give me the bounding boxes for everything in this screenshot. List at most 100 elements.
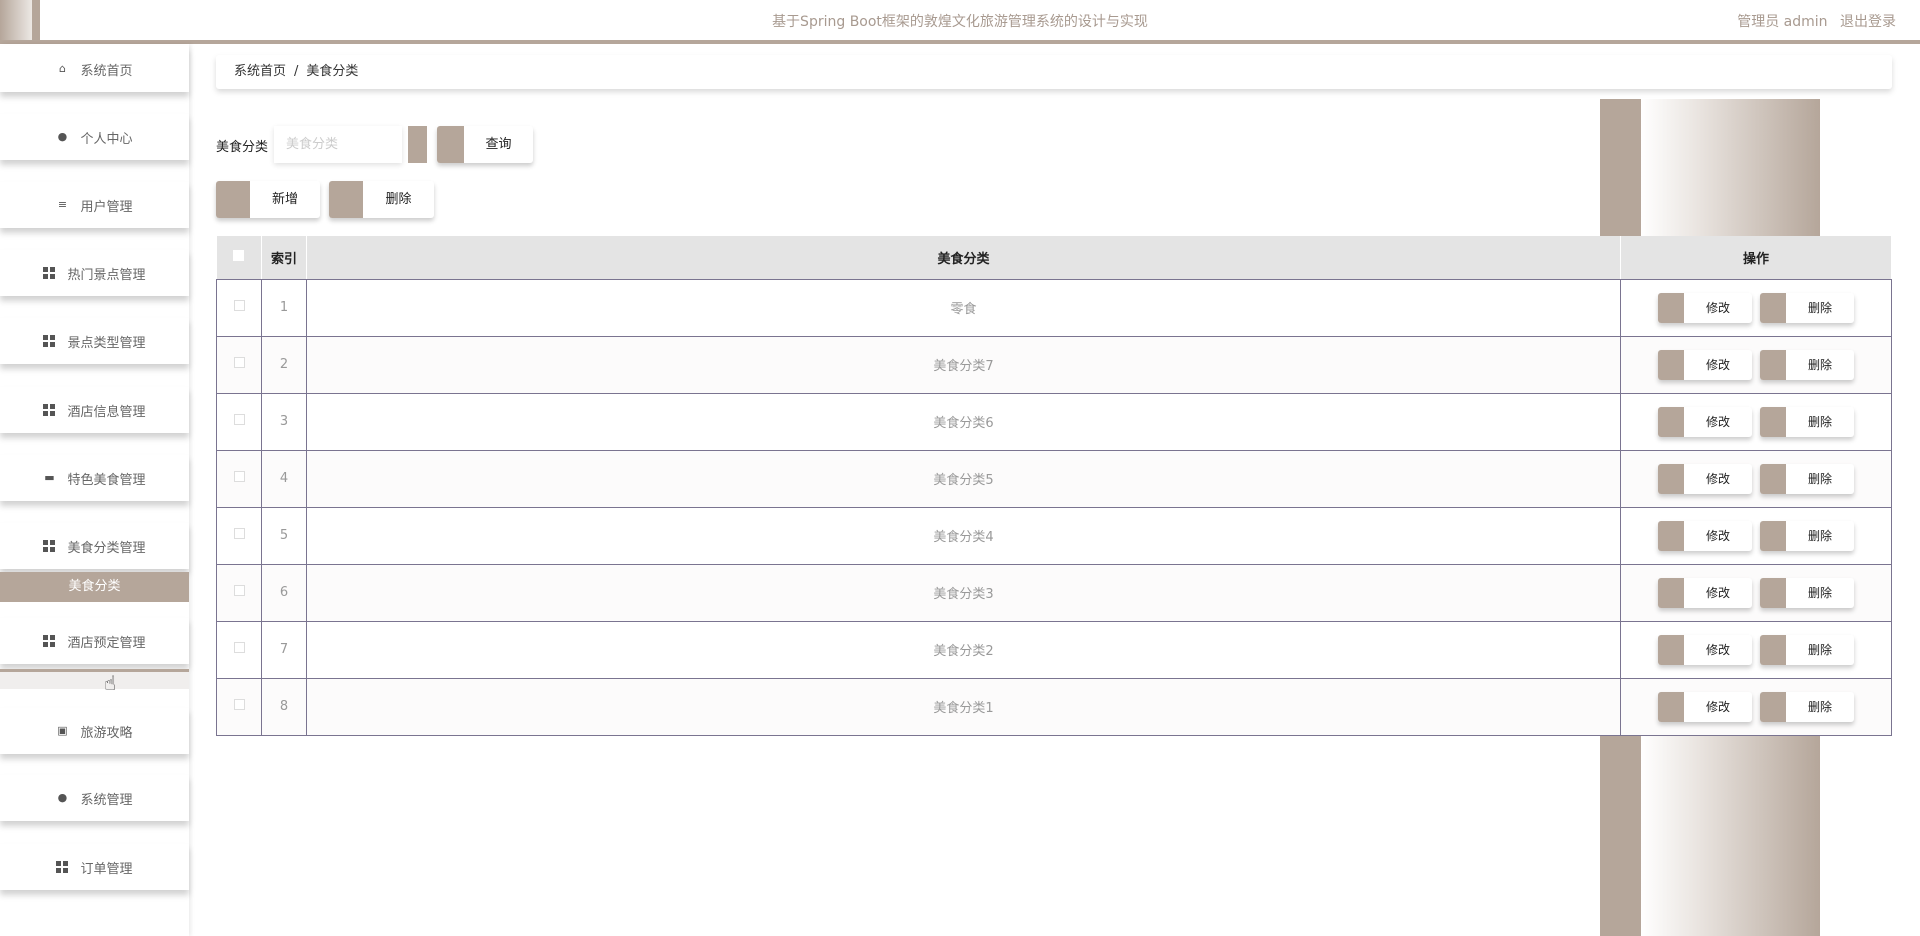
- batch-delete-button[interactable]: 删除: [329, 181, 434, 218]
- edit-button[interactable]: 修改: [1658, 406, 1752, 437]
- sidebar-item-label: 系统首页: [80, 63, 133, 79]
- sidebar-item-label: 用户管理: [80, 199, 133, 215]
- delete-button[interactable]: 删除: [1760, 406, 1854, 437]
- edit-button[interactable]: 修改: [1658, 520, 1752, 551]
- grid-icon: [43, 635, 56, 647]
- row-ops: 修改 删除: [1620, 563, 1892, 622]
- row-select-cell: [216, 563, 262, 622]
- user-area: 管理员 admin 退出登录: [1729, 11, 1896, 31]
- sidebar-item-3[interactable]: 热门景点管理: [0, 250, 189, 296]
- row-name: 美食分类1: [306, 677, 1621, 736]
- sidebar-item-5[interactable]: 酒店信息管理: [0, 387, 189, 433]
- query-button-label: 查询: [485, 137, 512, 152]
- delete-label: 删除: [1807, 699, 1832, 714]
- sidebar-item-label: 旅游攻略: [80, 725, 133, 741]
- grid-icon: [43, 335, 56, 347]
- table-header-row: 索引 美食分类 操作: [216, 236, 1892, 280]
- breadcrumb-home[interactable]: 系统首页: [234, 64, 287, 79]
- edit-label: 修改: [1705, 528, 1730, 543]
- search-decor-block: [408, 126, 427, 163]
- sidebar-item-0[interactable]: ⌂ 系统首页: [0, 46, 189, 92]
- edit-label: 修改: [1705, 585, 1730, 600]
- edit-label: 修改: [1705, 357, 1730, 372]
- table-row: 1 零食 修改 删除: [216, 278, 1892, 337]
- edit-button[interactable]: 修改: [1658, 691, 1752, 722]
- search-input[interactable]: [274, 126, 402, 163]
- edit-button[interactable]: 修改: [1658, 463, 1752, 494]
- delete-button[interactable]: 删除: [1760, 520, 1854, 551]
- sidebar-item-1[interactable]: ● 个人中心: [0, 114, 189, 160]
- delete-button[interactable]: 删除: [1760, 463, 1854, 494]
- user-label: 管理员 admin: [1737, 14, 1828, 30]
- breadcrumb: 系统首页 / 美食分类: [216, 55, 1892, 89]
- row-name: 美食分类5: [306, 449, 1621, 508]
- button-swatch: [1658, 349, 1684, 380]
- delete-button[interactable]: 删除: [1760, 691, 1854, 722]
- sidebar-item-8[interactable]: 酒店预定管理: [0, 618, 189, 664]
- sidebar-item-2[interactable]: ≡ 用户管理: [0, 182, 189, 228]
- select-all-checkbox[interactable]: [233, 249, 245, 261]
- row-name: 美食分类3: [306, 563, 1621, 622]
- row-ops: 修改 删除: [1620, 677, 1892, 736]
- sidebar-item-4[interactable]: 景点类型管理: [0, 318, 189, 364]
- button-swatch: [1658, 691, 1684, 722]
- select-all-cell: [216, 236, 262, 280]
- row-checkbox[interactable]: [233, 642, 245, 653]
- table-row: 3 美食分类6 修改 删除: [216, 392, 1892, 451]
- row-select-cell: [216, 449, 262, 508]
- row-checkbox[interactable]: [233, 357, 245, 368]
- row-checkbox[interactable]: [233, 300, 245, 311]
- table-row: 2 美食分类7 修改 删除: [216, 335, 1892, 394]
- sidebar-item-10[interactable]: ● 系统管理: [0, 775, 189, 821]
- row-ops: 修改 删除: [1620, 449, 1892, 508]
- row-name: 美食分类4: [306, 506, 1621, 565]
- button-swatch: [1658, 292, 1684, 323]
- add-button-label: 新增: [271, 192, 298, 207]
- button-swatch: [1760, 634, 1786, 665]
- row-checkbox[interactable]: [233, 528, 245, 539]
- edit-button[interactable]: 修改: [1658, 292, 1752, 323]
- row-checkbox[interactable]: [233, 471, 245, 482]
- hand-cursor-icon: ☝: [104, 671, 117, 695]
- row-name: 美食分类2: [306, 620, 1621, 679]
- sidebar-item-label: 个人中心: [80, 131, 133, 147]
- delete-button[interactable]: 删除: [1760, 349, 1854, 380]
- submenu-item-food-category[interactable]: 美食分类: [0, 572, 189, 602]
- search-label: 美食分类: [216, 140, 269, 155]
- delete-button[interactable]: 删除: [1760, 577, 1854, 608]
- row-name: 零食: [306, 278, 1621, 337]
- row-checkbox[interactable]: [233, 414, 245, 425]
- grid-icon: [43, 404, 56, 416]
- logout-link[interactable]: 退出登录: [1840, 14, 1896, 30]
- sidebar-item-9[interactable]: ▣ 旅游攻略: [0, 708, 189, 754]
- row-ops: 修改 删除: [1620, 335, 1892, 394]
- sidebar-item-6[interactable]: ▬ 特色美食管理: [0, 455, 189, 501]
- sidebar-item-7[interactable]: 美食分类管理: [0, 523, 189, 569]
- button-swatch: [1658, 406, 1684, 437]
- delete-button[interactable]: 删除: [1760, 634, 1854, 665]
- edit-label: 修改: [1705, 300, 1730, 315]
- header-ops: 操作: [1620, 236, 1892, 280]
- delete-button[interactable]: 删除: [1760, 292, 1854, 323]
- add-button[interactable]: 新增: [216, 181, 320, 218]
- button-swatch: [1760, 292, 1786, 323]
- sidebar-item-11[interactable]: 订单管理: [0, 844, 189, 890]
- sidebar-item-label: 热门景点管理: [67, 267, 146, 283]
- edit-button[interactable]: 修改: [1658, 577, 1752, 608]
- header-index: 索引: [261, 236, 307, 280]
- breadcrumb-separator: /: [294, 64, 299, 79]
- edit-button[interactable]: 修改: [1658, 634, 1752, 665]
- row-checkbox[interactable]: [233, 699, 245, 710]
- button-swatch: [1658, 520, 1684, 551]
- grid-icon: [56, 861, 69, 873]
- button-swatch: [1760, 520, 1786, 551]
- decor-gradient-bottom: [1641, 733, 1820, 936]
- button-swatch: [437, 126, 464, 163]
- row-index: 5: [261, 506, 307, 565]
- query-button[interactable]: 查询: [437, 126, 533, 163]
- row-select-cell: [216, 278, 262, 337]
- sidebar-item-label: 酒店信息管理: [67, 404, 146, 420]
- button-swatch: [1658, 634, 1684, 665]
- edit-button[interactable]: 修改: [1658, 349, 1752, 380]
- row-checkbox[interactable]: [233, 585, 245, 596]
